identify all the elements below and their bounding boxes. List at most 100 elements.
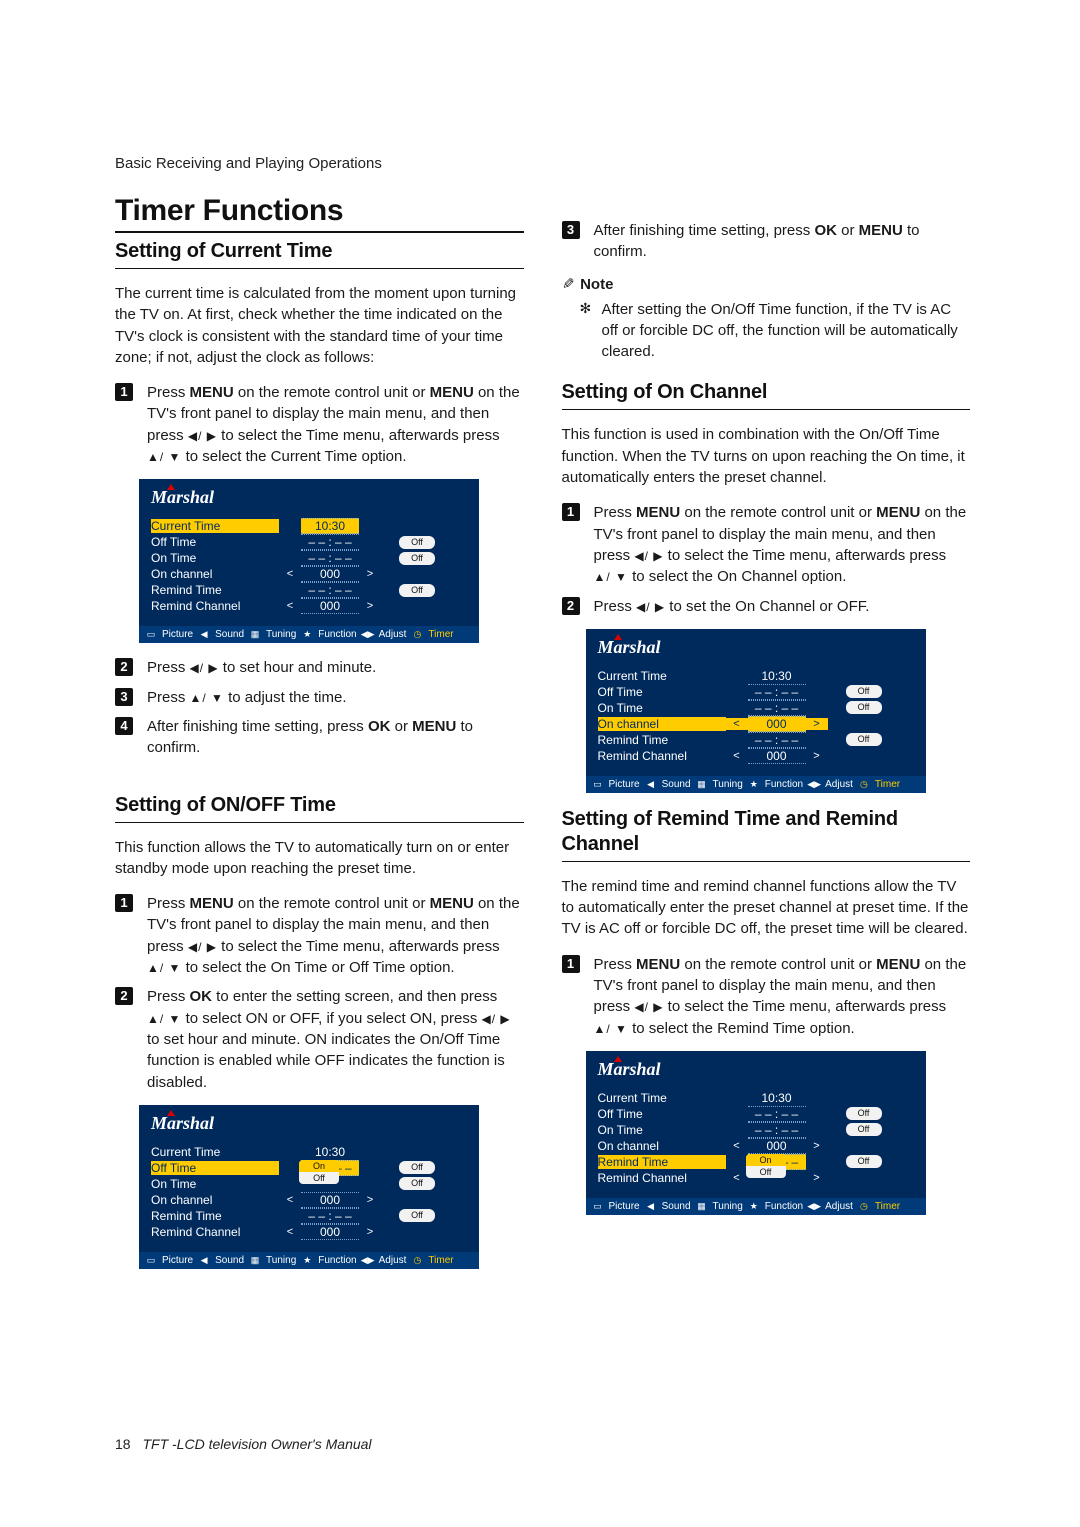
two-column-body: Timer Functions Setting of Current Time …: [115, 194, 970, 1283]
osd-footer-label: Function: [765, 1201, 803, 1212]
osd-arrow: <: [279, 1226, 301, 1238]
osd-menu: Marshal Current Time10:30 Off Time– – : …: [139, 479, 479, 643]
osd-footer: ▭Picture ◀Sound ▦Tuning ★Function ◀▶Adju…: [139, 626, 479, 643]
step-list: 1 Press MENU on the remote control unit …: [562, 502, 971, 616]
running-head: Basic Receiving and Playing Operations: [115, 155, 970, 172]
osd-arrow: >: [806, 1172, 828, 1184]
osd-footer-label: Sound: [215, 629, 244, 640]
osd-row-on-time: On Time– – : – –Off: [149, 550, 469, 566]
ok-word: OK: [814, 222, 837, 239]
step-text: to set the On Channel or OFF.: [665, 598, 869, 615]
step-text: After finishing time setting, press: [594, 222, 815, 239]
osd-footer-label: Timer: [428, 629, 453, 640]
osd-value: 10:30: [748, 669, 806, 683]
step-text: to select the Current Time option.: [181, 448, 406, 465]
step-list: 1 Press MENU on the remote control unit …: [115, 382, 524, 467]
osd-label: Off Time: [151, 1161, 279, 1175]
intro-paragraph: This function allows the TV to automatic…: [115, 837, 524, 880]
step: 1 Press MENU on the remote control unit …: [562, 954, 971, 1039]
osd-arrow: <: [726, 1172, 748, 1184]
picture-icon: ▭: [592, 1201, 604, 1211]
osd-footer-label: Picture: [609, 1201, 640, 1212]
osd-value: – – : – –: [748, 700, 806, 716]
osd-row-remind-time: Remind Time– – : – –Off On Off: [596, 1154, 916, 1170]
tuning-icon: ▦: [696, 779, 708, 789]
osd-footer-label: Function: [318, 1255, 356, 1266]
step: 2 Press to set hour and minute.: [115, 657, 524, 678]
step-text: to select the On Time or Off Time option…: [181, 959, 454, 976]
osd-label: Remind Channel: [598, 749, 726, 763]
step-number-icon: 2: [115, 658, 133, 676]
osd-footer-label: Tuning: [266, 629, 296, 640]
step-list: 1 Press MENU on the remote control unit …: [115, 893, 524, 1093]
osd-arrow: >: [806, 718, 828, 730]
page-footer: 18 TFT -LCD television Owner's Manual: [115, 1436, 372, 1452]
osd-footer-label: Adjust: [379, 1255, 407, 1266]
menu-word: MENU: [190, 895, 234, 912]
step: 4 After finishing time setting, press OK…: [115, 716, 524, 759]
step-text: Press: [594, 504, 637, 521]
step-text: to set hour and minute.: [219, 659, 377, 676]
osd-footer-label: Picture: [162, 629, 193, 640]
menu-word: MENU: [430, 384, 474, 401]
menu-word: MENU: [876, 956, 920, 973]
step: 3 After finishing time setting, press OK…: [562, 220, 971, 263]
page-title: Timer Functions: [115, 194, 524, 233]
step: 1 Press MENU on the remote control unit …: [115, 893, 524, 978]
ok-word: OK: [368, 718, 391, 735]
osd-dropdown-item: Off: [746, 1166, 786, 1178]
osd-on-off-dropdown: On Off: [746, 1154, 786, 1178]
tuning-icon: ▦: [249, 630, 261, 640]
left-right-arrows-icon: [188, 939, 217, 956]
osd-value: – – : – –: [301, 534, 359, 550]
osd-value: 000: [748, 716, 806, 732]
osd-row-off-time: Off Time– – : – –Off: [596, 1106, 916, 1122]
up-down-arrows-icon: [190, 690, 224, 707]
osd-arrow: <: [726, 1140, 748, 1152]
intro-paragraph: This function is used in combination wit…: [562, 424, 971, 488]
osd-off-pill: Off: [846, 701, 882, 714]
step-text: on the remote control unit or: [680, 504, 876, 521]
step-text: or: [390, 718, 412, 735]
osd-arrow: >: [359, 600, 381, 612]
osd-row-on-channel: On channel<000>: [596, 716, 916, 732]
osd-label: Remind Time: [151, 1209, 279, 1223]
step-text: to select the Time menu, afterwards pres…: [663, 547, 946, 564]
osd-footer-label: Function: [318, 629, 356, 640]
osd-footer-label: Picture: [162, 1255, 193, 1266]
osd-dropdown-item: Off: [299, 1172, 339, 1184]
osd-footer-label: Adjust: [379, 629, 407, 640]
step-text: on the remote control unit or: [234, 895, 430, 912]
osd-row-remind-channel: Remind Channel<000>: [149, 598, 469, 614]
osd-value: 000: [301, 598, 359, 614]
timer-icon: ◷: [411, 1255, 423, 1265]
step: 1 Press MENU on the remote control unit …: [562, 502, 971, 587]
osd-body: Marshal Current Time10:30 Off Time– – : …: [139, 1105, 479, 1252]
osd-body: Marshal Current Time10:30 Off Time– – : …: [586, 1051, 926, 1198]
osd-arrow: >: [806, 750, 828, 762]
osd-dropdown-item: On: [746, 1154, 786, 1166]
osd-label: Off Time: [598, 685, 726, 699]
osd-value: – – : – –: [748, 684, 806, 700]
osd-value: – – : – –: [301, 550, 359, 566]
note-heading: Note: [562, 275, 971, 293]
timer-icon: ◷: [411, 630, 423, 640]
osd-label: Current Time: [151, 519, 279, 533]
osd-off-pill: Off: [846, 1107, 882, 1120]
osd-value: – – : – –: [748, 1122, 806, 1138]
osd-arrow: >: [806, 1140, 828, 1152]
osd-value: – – : – –: [748, 732, 806, 748]
osd-footer-label: Sound: [662, 1201, 691, 1212]
osd-off-pill: Off: [399, 1161, 435, 1174]
step-text: on the remote control unit or: [234, 384, 430, 401]
osd-off-pill: Off: [846, 1155, 882, 1168]
osd-row-on-channel: On channel<000>: [149, 566, 469, 582]
step-list: 3 After finishing time setting, press OK…: [562, 220, 971, 263]
osd-footer-label: Timer: [875, 1201, 900, 1212]
osd-off-pill: Off: [399, 584, 435, 597]
osd-row-on-time: On Time– – : – –Off: [596, 1122, 916, 1138]
osd-row-current-time: Current Time10:30: [149, 1144, 469, 1160]
menu-word: MENU: [859, 222, 903, 239]
osd-arrow: >: [359, 1226, 381, 1238]
osd-footer-label: Sound: [215, 1255, 244, 1266]
